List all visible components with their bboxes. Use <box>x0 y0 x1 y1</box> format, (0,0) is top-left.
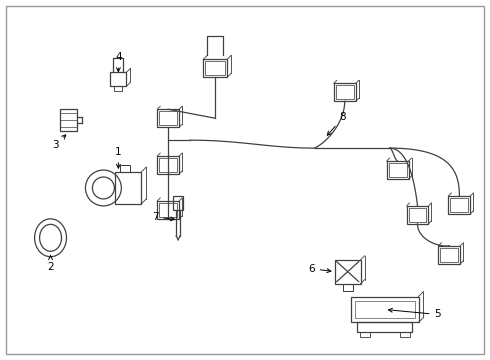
Bar <box>336 85 354 99</box>
Bar <box>59 109 77 131</box>
Bar <box>409 208 426 222</box>
Bar <box>114 86 122 91</box>
Bar <box>115 172 141 204</box>
Bar <box>159 158 177 172</box>
Bar <box>351 297 418 323</box>
Text: 6: 6 <box>308 264 331 274</box>
Bar <box>335 260 361 284</box>
Bar <box>157 109 179 127</box>
Bar <box>439 246 461 264</box>
Text: 4: 4 <box>115 53 122 72</box>
Bar <box>159 203 177 217</box>
Bar <box>343 284 353 291</box>
Bar <box>441 248 458 262</box>
Text: 5: 5 <box>389 308 441 319</box>
Bar <box>407 206 428 224</box>
Bar <box>360 332 369 337</box>
Text: 8: 8 <box>327 112 346 135</box>
Bar <box>173 196 183 210</box>
Bar <box>205 62 225 75</box>
Bar <box>203 59 227 77</box>
Bar <box>355 301 415 319</box>
Bar <box>157 156 179 174</box>
Bar <box>110 72 126 86</box>
Bar <box>399 332 410 337</box>
Bar <box>357 323 412 332</box>
Text: 1: 1 <box>115 147 122 168</box>
Bar <box>159 111 177 125</box>
Bar <box>389 163 407 177</box>
Bar <box>448 196 470 214</box>
Text: 2: 2 <box>47 256 54 272</box>
Bar <box>450 198 468 212</box>
Bar <box>157 201 179 219</box>
Bar <box>121 165 130 172</box>
Text: 7: 7 <box>151 212 174 222</box>
Bar <box>387 161 409 179</box>
Text: 3: 3 <box>52 135 66 150</box>
Bar <box>334 84 356 101</box>
